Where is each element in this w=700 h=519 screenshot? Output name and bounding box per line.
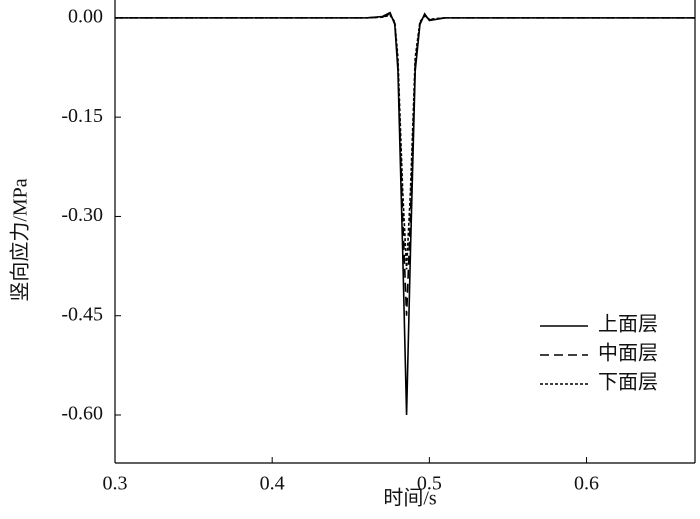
legend-label: 中面层 — [598, 342, 658, 365]
series-line — [115, 12, 695, 316]
series-line — [115, 14, 695, 270]
y-tick-label: -0.45 — [61, 303, 103, 325]
y-axis-label: 竖向应力/MPa — [9, 178, 32, 301]
legend-label: 下面层 — [598, 372, 658, 394]
y-tick-label: 0.00 — [68, 5, 103, 27]
x-axis-label: 时间/s — [383, 487, 437, 510]
y-tick-label: -0.15 — [61, 105, 103, 127]
y-tick-label: -0.60 — [61, 403, 103, 425]
plot-area — [115, 11, 695, 416]
y-tick-label: -0.30 — [61, 204, 103, 226]
x-tick-label: 0.6 — [574, 473, 599, 495]
legend-label: 上面层 — [598, 313, 658, 336]
x-tick-label: 0.4 — [260, 473, 285, 495]
x-tick-label: 0.3 — [103, 473, 128, 495]
x-tick-label: 0.5 — [417, 473, 442, 495]
